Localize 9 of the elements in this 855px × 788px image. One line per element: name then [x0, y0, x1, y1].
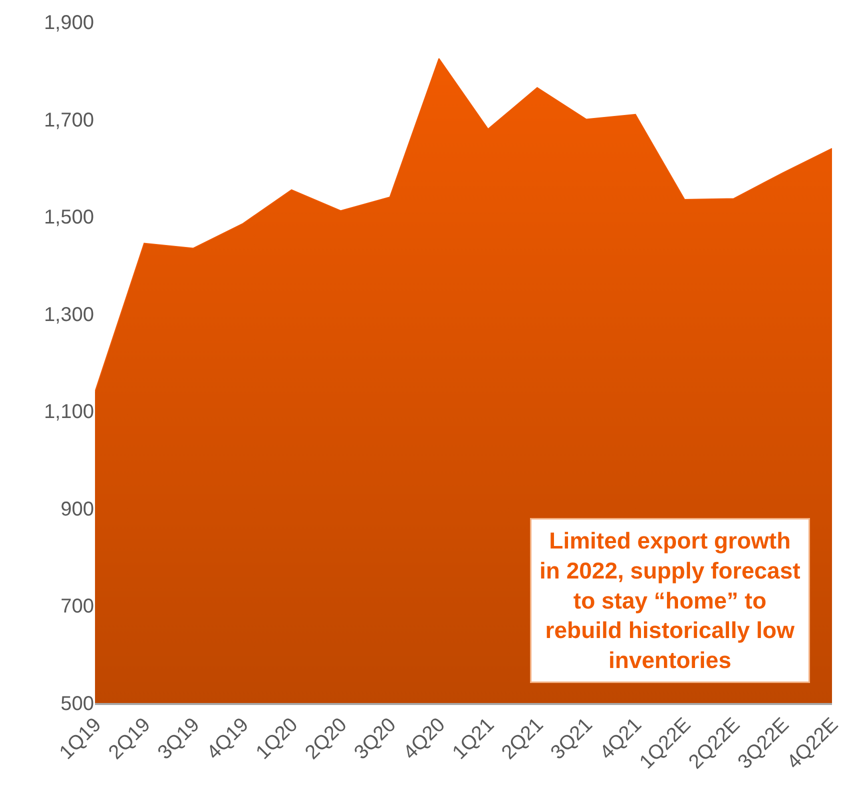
y-tick-label: 1,300	[44, 304, 94, 326]
y-tick-label: 700	[60, 596, 94, 618]
y-tick-label: 1,500	[44, 206, 94, 229]
y-tick-label: 900	[60, 498, 94, 520]
annotation: Limited export growth in 2022, supply forecast to stay “home” to rebuild historically low inventories	[540, 528, 801, 674]
y-tick-label: 1,700	[44, 109, 94, 132]
y-tick-label: 1,900	[44, 12, 94, 34]
y-tick-label: 500	[60, 693, 94, 715]
y-tick-label: 1,100	[44, 401, 94, 424]
